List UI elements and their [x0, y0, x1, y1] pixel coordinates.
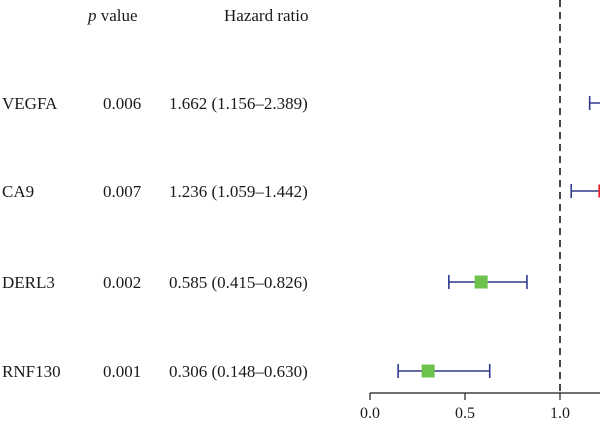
hazard-ratio-header: Hazard ratio: [224, 6, 308, 25]
p-value: 0.007: [103, 182, 142, 201]
p-value: 0.002: [103, 273, 141, 292]
hr-marker: [598, 184, 600, 198]
p-value-header: p value: [87, 6, 138, 25]
forest-row: DERL3 0.002 0.585 (0.415–0.826): [2, 273, 528, 292]
gene-label: CA9: [2, 182, 34, 201]
forest-rows: VEGFA 0.006 1.662 (1.156–2.389) CA9 0.007 1.2…: [2, 0, 600, 393]
p-value-header-text: value: [97, 6, 138, 25]
hazard-ratio-text: 1.662 (1.156–2.389): [169, 94, 308, 113]
hazard-ratio-text: 0.306 (0.148–0.630): [169, 362, 308, 381]
hazard-ratio-text: 1.236 (1.059–1.442): [169, 182, 308, 201]
gene-label: DERL3: [2, 273, 55, 292]
gene-label: RNF130: [2, 362, 61, 381]
p-value-header-symbol: p: [87, 6, 97, 25]
hazard-ratio-text: 0.585 (0.415–0.826): [169, 273, 308, 292]
p-value: 0.001: [103, 362, 141, 381]
hr-marker: [421, 364, 435, 378]
x-tick-label: 1.0: [550, 405, 570, 422]
x-tick-label: 0.0: [360, 405, 380, 422]
x-tick-label: 0.5: [455, 405, 475, 422]
gene-label: VEGFA: [2, 94, 58, 113]
forest-row: VEGFA 0.006 1.662 (1.156–2.389): [2, 94, 600, 113]
hr-marker: [474, 275, 488, 289]
p-value: 0.006: [103, 94, 141, 113]
forest-row: CA9 0.007 1.236 (1.059–1.442): [2, 182, 600, 201]
x-axis: 0.00.51.01.52.0: [360, 392, 600, 422]
forest-row: RNF130 0.001 0.306 (0.148–0.630): [2, 362, 491, 381]
